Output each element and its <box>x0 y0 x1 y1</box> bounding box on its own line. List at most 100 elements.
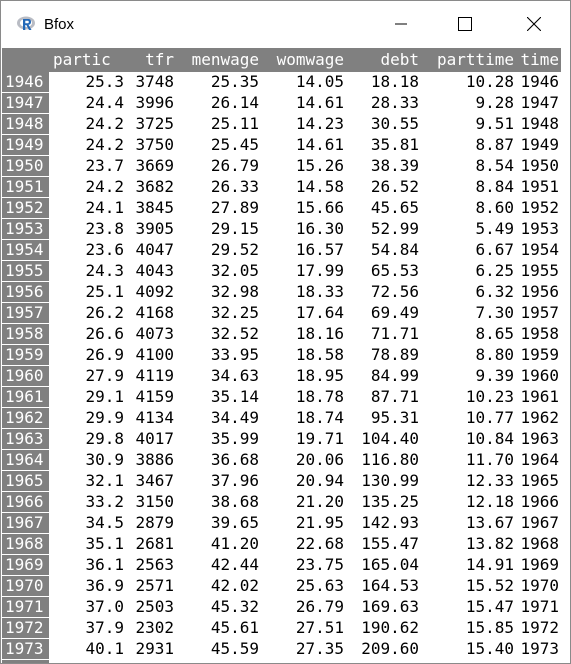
cell-partic[interactable]: 24.3 <box>85 261 124 280</box>
row-name[interactable]: 1970 <box>2 575 49 597</box>
cell-time[interactable]: 1950 <box>520 156 559 175</box>
cell-debt[interactable]: 65.53 <box>370 261 419 280</box>
cell-menwage[interactable]: 32.98 <box>210 282 259 301</box>
cell-womwage[interactable]: 27.51 <box>295 618 344 637</box>
row-name[interactable]: 1961 <box>2 386 49 408</box>
cell-womwage[interactable]: 27.35 <box>295 639 344 658</box>
cell-partic[interactable]: 36.1 <box>85 555 124 574</box>
cell-partic[interactable]: 24.2 <box>85 135 124 154</box>
title-bar[interactable]: Bfox <box>1 1 570 47</box>
cell-tfr[interactable]: 2681 <box>135 534 174 553</box>
cell-partic[interactable]: 23.8 <box>85 219 124 238</box>
cell-debt[interactable]: 28.33 <box>370 93 419 112</box>
cell-womwage[interactable]: 26.79 <box>295 597 344 616</box>
cell-time[interactable]: 1973 <box>520 639 559 658</box>
cell-time[interactable]: 1954 <box>520 240 559 259</box>
cell-parttime[interactable]: 9.51 <box>475 114 514 133</box>
cell-menwage[interactable]: 38.68 <box>210 492 259 511</box>
minimize-button[interactable] <box>378 1 424 47</box>
cell-tfr[interactable]: 2879 <box>135 513 174 532</box>
cell-parttime[interactable]: 5.49 <box>475 219 514 238</box>
cell-tfr[interactable]: 2563 <box>135 555 174 574</box>
row-name[interactable]: 1969 <box>2 554 49 576</box>
cell-time[interactable]: 1969 <box>520 555 559 574</box>
cell-partic[interactable]: 24.1 <box>85 198 124 217</box>
cell-parttime[interactable]: 8.60 <box>475 198 514 217</box>
cell-debt[interactable]: 104.40 <box>361 429 419 448</box>
cell-time[interactable]: 1946 <box>520 72 559 92</box>
cell-debt[interactable]: 45.65 <box>370 198 419 217</box>
cell-debt[interactable]: 190.62 <box>361 618 419 637</box>
row-name[interactable]: 1965 <box>2 470 49 492</box>
cell-debt[interactable]: 38.39 <box>370 156 419 175</box>
cell-womwage[interactable]: 18.33 <box>295 282 344 301</box>
cell-womwage[interactable]: 22.68 <box>295 534 344 553</box>
cell-time[interactable]: 1966 <box>520 492 559 511</box>
cell-time[interactable]: 1974 <box>514 660 561 663</box>
cell-menwage[interactable]: 45.59 <box>210 639 259 658</box>
cell-menwage[interactable]: 45.32 <box>210 597 259 616</box>
cell-partic[interactable]: 24.4 <box>85 93 124 112</box>
cell-parttime[interactable]: 10.23 <box>465 387 514 406</box>
cell-debt[interactable]: 116.80 <box>361 450 419 469</box>
cell-debt[interactable]: 209.60 <box>361 639 419 658</box>
cell-debt[interactable]: 142.93 <box>361 513 419 532</box>
row-name[interactable]: 1964 <box>2 449 49 471</box>
cell-time[interactable]: 1948 <box>520 114 559 133</box>
cell-parttime[interactable]: 10.77 <box>465 408 514 427</box>
cell-tfr[interactable]: 3996 <box>135 93 174 112</box>
row-name[interactable]: 1951 <box>2 176 49 198</box>
cell-womwage[interactable]: 20.94 <box>295 471 344 490</box>
cell-parttime[interactable]: 6.67 <box>475 240 514 259</box>
cell-debt[interactable]: 169.63 <box>361 597 419 616</box>
cell-parttime[interactable]: 11.70 <box>465 450 514 469</box>
cell-womwage[interactable]: 16.57 <box>295 240 344 259</box>
cell-menwage[interactable]: 45.61 <box>210 618 259 637</box>
column-header-tfr[interactable]: tfr <box>124 48 174 72</box>
cell-tfr[interactable]: 2931 <box>135 639 174 658</box>
cell-partic[interactable]: 32.1 <box>85 471 124 490</box>
cell-tfr[interactable]: 3150 <box>135 492 174 511</box>
column-header-womwage[interactable]: womwage <box>259 48 344 72</box>
row-name[interactable]: 1973 <box>2 638 49 660</box>
row-name[interactable]: 1963 <box>2 428 49 450</box>
cell-menwage[interactable]: 39.65 <box>210 513 259 532</box>
cell-tfr[interactable]: 3748 <box>135 72 174 92</box>
cell-partic[interactable]: 37.0 <box>85 597 124 616</box>
cell-partic[interactable]: 23.6 <box>85 240 124 259</box>
row-name[interactable]: 1967 <box>2 512 49 534</box>
cell-time[interactable]: 1958 <box>520 324 559 343</box>
row-name[interactable]: 1955 <box>2 260 49 282</box>
cell-menwage[interactable]: 26.33 <box>210 177 259 196</box>
cell-tfr[interactable]: 4119 <box>135 366 174 385</box>
cell-tfr[interactable]: 4017 <box>135 429 174 448</box>
row-name[interactable]: 1966 <box>2 491 49 513</box>
cell-partic[interactable]: 29.9 <box>85 408 124 427</box>
row-name[interactable]: 1971 <box>2 596 49 618</box>
row-name[interactable]: 1946 <box>2 72 49 93</box>
cell-menwage[interactable]: 25.35 <box>210 72 259 92</box>
cell-womwage[interactable]: 18.58 <box>295 345 344 364</box>
cell-womwage[interactable]: 21.20 <box>295 492 344 511</box>
cell-debt[interactable]: 87.71 <box>370 387 419 406</box>
row-name[interactable]: 1972 <box>2 617 49 639</box>
cell-debt[interactable]: 69.49 <box>370 303 419 322</box>
cell-partic[interactable]: 35.1 <box>85 534 124 553</box>
cell-parttime[interactable]: 15.47 <box>465 597 514 616</box>
cell-menwage[interactable]: 34.63 <box>210 366 259 385</box>
cell-tfr[interactable]: 3845 <box>135 198 174 217</box>
row-name[interactable]: 1948 <box>2 113 49 135</box>
row-name[interactable]: 1958 <box>2 323 49 345</box>
cell-menwage[interactable]: 29.52 <box>210 240 259 259</box>
column-header-debt[interactable]: debt <box>344 48 419 72</box>
cell-womwage[interactable]: 18.16 <box>295 324 344 343</box>
cell-womwage[interactable]: 18.95 <box>295 366 344 385</box>
cell-menwage[interactable]: 37.96 <box>210 471 259 490</box>
cell-womwage[interactable]: 16.30 <box>295 219 344 238</box>
cell-menwage[interactable]: 48.06 <box>174 660 259 663</box>
row-name[interactable]: 1956 <box>2 281 49 303</box>
cell-partic[interactable]: 27.9 <box>85 366 124 385</box>
cell-menwage[interactable]: 29.15 <box>210 219 259 238</box>
cell-debt[interactable]: 216.66 <box>344 660 419 663</box>
cell-partic[interactable]: 34.5 <box>85 513 124 532</box>
